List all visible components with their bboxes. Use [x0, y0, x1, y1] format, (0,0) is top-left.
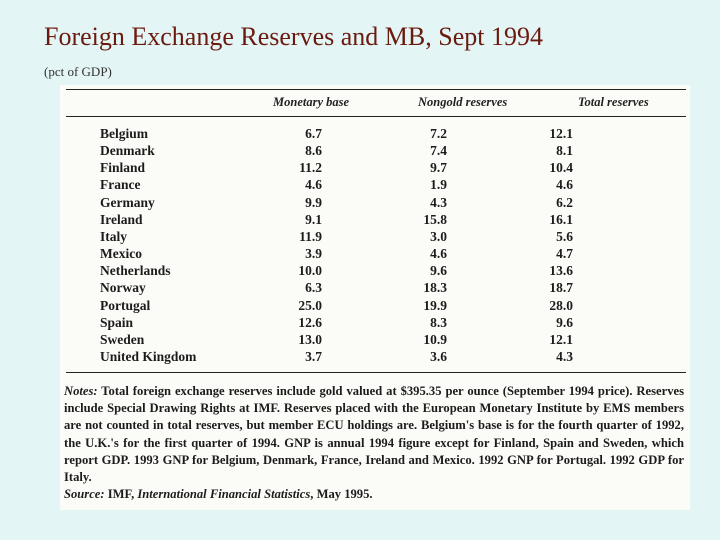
cell-value: 3.6	[430, 348, 447, 364]
rule	[66, 89, 686, 90]
cell-value: 5.6	[556, 228, 573, 244]
cell-value: 4.7	[556, 246, 573, 262]
cell-value: 16.1	[549, 211, 573, 227]
cell-value: 6.7	[305, 126, 322, 141]
cell-value: 4.6	[305, 177, 322, 193]
cell-value: 19.9	[423, 297, 447, 313]
cell-value: 9.6	[556, 314, 573, 330]
row-label: Sweden	[100, 331, 145, 347]
cell-value: 4.6	[430, 246, 447, 262]
notes-label: Notes:	[64, 384, 98, 398]
cell-value: 9.1	[305, 211, 322, 227]
cell-value: 9.7	[430, 160, 447, 176]
cell-value: 4.3	[556, 348, 573, 364]
cell-value: 18.3	[423, 280, 447, 296]
row-label: Portugal	[100, 297, 151, 313]
cell-value: 7.4	[430, 143, 447, 159]
cell-value: 8.6	[305, 143, 322, 159]
cell-value: 12.6	[298, 314, 322, 330]
row-label: Netherlands	[100, 263, 171, 279]
cell-value: 3.0	[430, 228, 447, 244]
row-label: Norway	[100, 280, 146, 296]
column-header: Monetary base	[273, 95, 350, 109]
cell-value: 3.9	[305, 246, 322, 262]
row-label: Italy	[100, 228, 127, 244]
cell-value: 4.6	[556, 177, 573, 193]
cell-value: 3.7	[305, 348, 322, 364]
cell-value: 12.1	[549, 331, 573, 347]
row-label: Germany	[100, 194, 155, 210]
row-label: Spain	[100, 314, 134, 330]
cell-value: 6.3	[305, 280, 322, 296]
cell-value: 11.9	[299, 228, 322, 244]
row-label: Denmark	[100, 143, 155, 159]
cell-value: 13.6	[549, 263, 573, 279]
row-label: Ireland	[100, 211, 143, 227]
cell-value: 25.0	[298, 297, 322, 313]
cell-value: 9.6	[430, 263, 447, 279]
cell-value: 11.2	[299, 160, 322, 176]
cell-value: 6.2	[556, 194, 573, 210]
column-header: Nongold reserves	[418, 95, 508, 109]
cell-value: 8.3	[430, 314, 447, 330]
rule	[66, 372, 686, 373]
source-text: IMF,	[107, 487, 135, 502]
cell-value: 1.9	[430, 177, 447, 193]
notes: Notes: Total foreign exchange reserves i…	[64, 383, 684, 503]
source-label: Source:	[64, 487, 105, 502]
cell-value: 10.0	[298, 263, 322, 279]
row-label: France	[100, 177, 141, 193]
cell-value: 9.9	[305, 194, 322, 210]
cell-value: 12.1	[549, 126, 573, 141]
cell-value: 10.4	[549, 160, 573, 176]
notes-text: Total foreign exchange reserves include …	[64, 384, 684, 485]
row-label: United Kingdom	[100, 348, 197, 364]
subtitle: (pct of GDP)	[44, 64, 112, 79]
cell-value: 10.9	[423, 331, 447, 347]
source-text: , May 1995.	[310, 487, 373, 502]
row-label: Finland	[100, 160, 146, 176]
source-publication: International Financial Statistics	[137, 487, 311, 502]
cell-value: 18.7	[549, 280, 573, 296]
cell-value: 15.8	[423, 211, 447, 227]
cell-value: 8.1	[556, 143, 573, 159]
cell-value: 13.0	[298, 331, 322, 347]
table-panel: Notes: Total foreign exchange reserves i…	[60, 85, 690, 510]
cell-value: 28.0	[549, 297, 573, 313]
rule	[66, 116, 686, 117]
row-label: Belgium	[100, 126, 149, 141]
column-header: Total reserves	[578, 95, 649, 109]
row-label: Mexico	[100, 246, 142, 262]
cell-value: 7.2	[430, 126, 447, 141]
title: Foreign Exchange Reserves and MB, Sept 1…	[44, 22, 543, 51]
cell-value: 4.3	[430, 194, 447, 210]
